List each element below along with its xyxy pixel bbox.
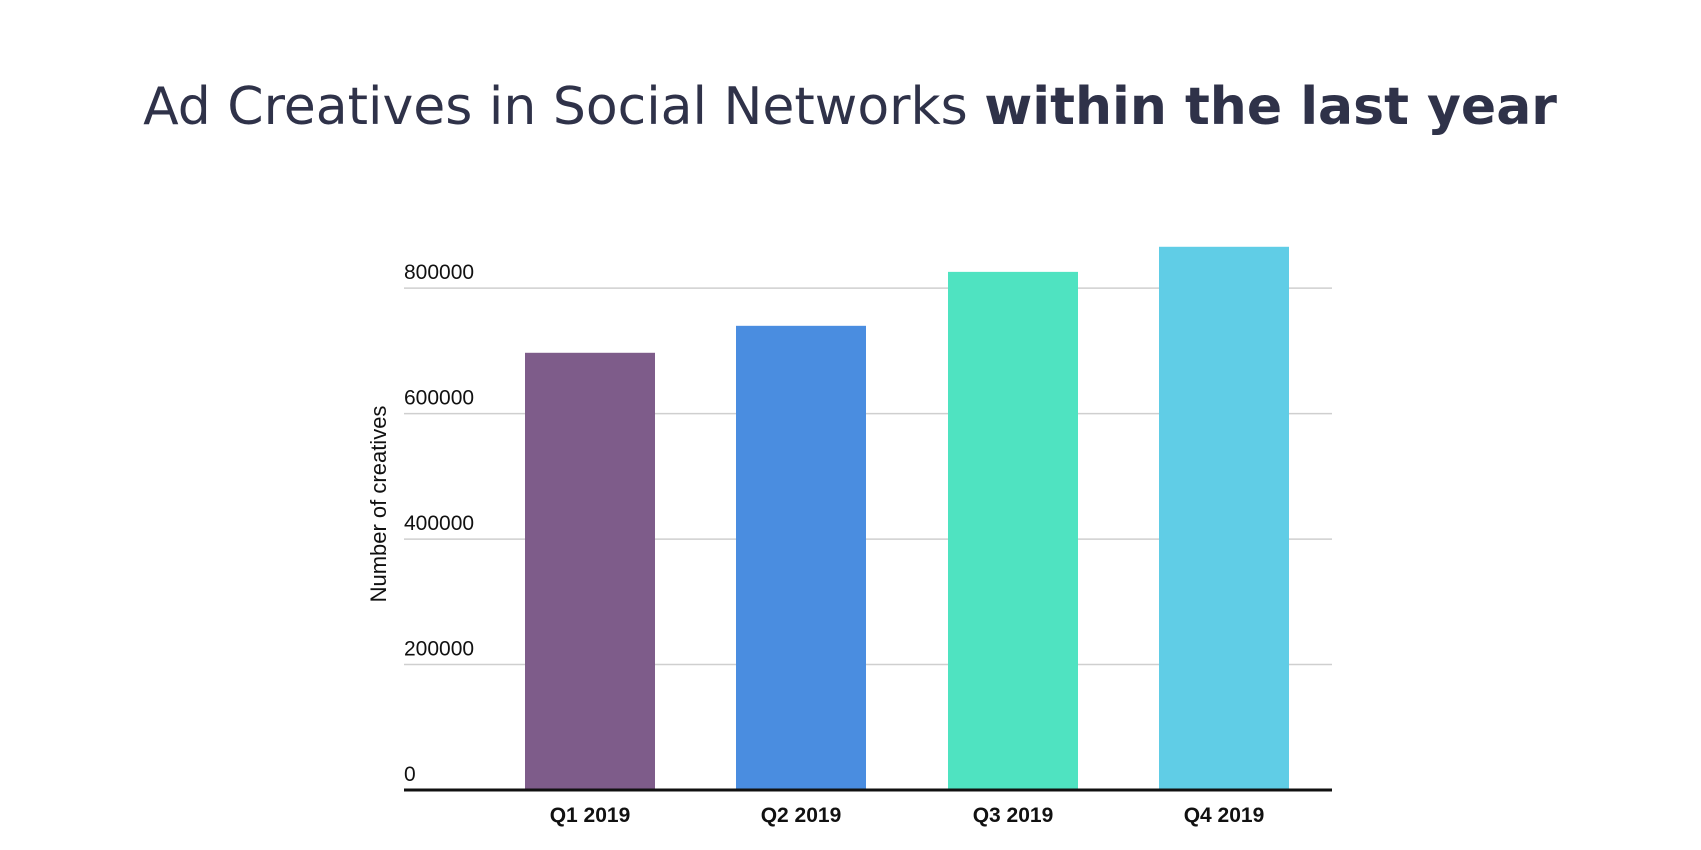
bars	[525, 246, 1289, 791]
bar	[736, 325, 866, 790]
y-tick-label: 200000	[404, 638, 474, 661]
y-tick-label: 600000	[404, 387, 474, 410]
bar	[948, 271, 1078, 790]
x-category-label: Q2 2019	[761, 804, 842, 827]
chart-title: Ad Creatives in Social Networks within t…	[143, 77, 1557, 137]
bar	[525, 352, 655, 790]
y-axis-ticks: 0 200000 400000 600000 800000	[404, 261, 474, 786]
chart-title-bold: within the last year	[984, 77, 1557, 137]
bar	[1159, 246, 1289, 791]
y-tick-label: 0	[404, 763, 416, 786]
x-category-label: Q3 2019	[973, 804, 1054, 827]
y-tick-label: 800000	[404, 261, 474, 284]
y-tick-label: 400000	[404, 512, 474, 535]
x-axis-categories: Q1 2019 Q2 2019 Q3 2019 Q4 2019	[550, 804, 1265, 827]
chart-title-regular: Ad Creatives in Social Networks	[143, 77, 984, 137]
x-category-label: Q1 2019	[550, 804, 631, 827]
x-category-label: Q4 2019	[1184, 804, 1265, 827]
y-axis-title: Number of creatives	[366, 406, 391, 603]
